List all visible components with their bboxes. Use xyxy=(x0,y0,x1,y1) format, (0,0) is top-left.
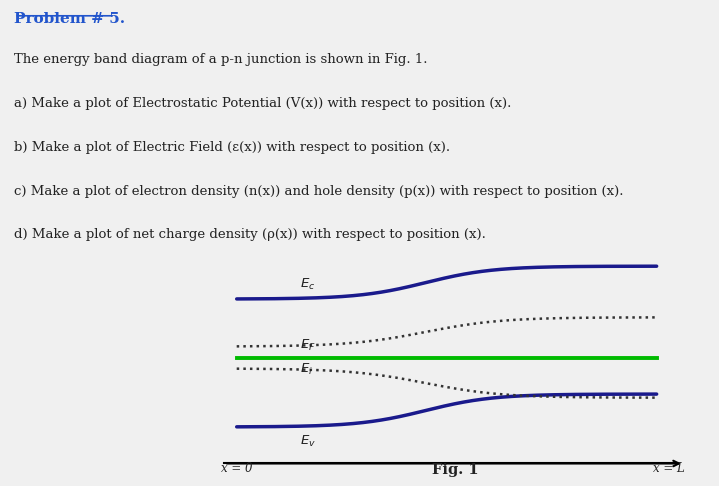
Text: $E_F$: $E_F$ xyxy=(300,338,316,353)
Text: Problem # 5.: Problem # 5. xyxy=(14,12,126,26)
Text: x = 0: x = 0 xyxy=(221,462,252,475)
Text: $E_i$: $E_i$ xyxy=(300,362,313,377)
Text: $E_v$: $E_v$ xyxy=(300,434,316,450)
Text: Fig. 1: Fig. 1 xyxy=(431,463,478,477)
Text: The energy band diagram of a p-n junction is shown in Fig. 1.: The energy band diagram of a p-n junctio… xyxy=(14,53,428,67)
Text: $E_c$: $E_c$ xyxy=(300,277,315,292)
Text: c) Make a plot of electron density (n(x)) and hole density (p(x)) with respect t: c) Make a plot of electron density (n(x)… xyxy=(14,185,624,198)
Text: d) Make a plot of net charge density (ρ(x)) with respect to position (x).: d) Make a plot of net charge density (ρ(… xyxy=(14,228,486,242)
Text: a) Make a plot of Electrostatic Potential (V(x)) with respect to position (x).: a) Make a plot of Electrostatic Potentia… xyxy=(14,97,512,110)
Text: x = L: x = L xyxy=(654,462,685,475)
Text: b) Make a plot of Electric Field (ε(x)) with respect to position (x).: b) Make a plot of Electric Field (ε(x)) … xyxy=(14,141,451,154)
